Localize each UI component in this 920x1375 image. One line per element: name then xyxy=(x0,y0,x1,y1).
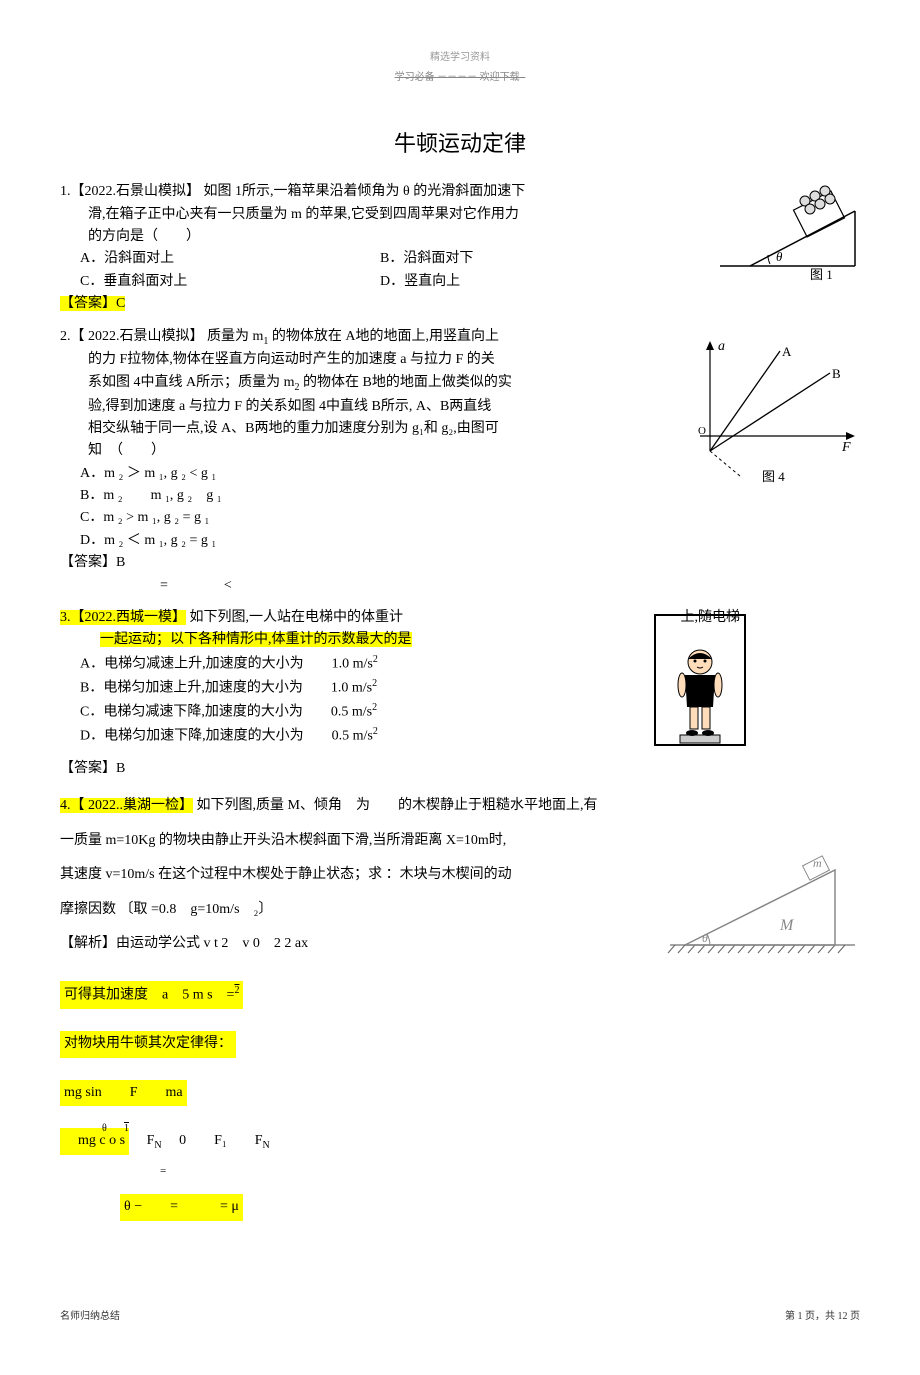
q1-theta: θ xyxy=(403,184,410,199)
q3-valA: 1.0 m/s xyxy=(332,656,373,671)
q3-expA: 2 xyxy=(373,654,378,665)
q3-valC: 0.5 m/s xyxy=(331,705,372,720)
svg-text:O: O xyxy=(698,425,706,437)
q2-t7: 验,得到加速度 xyxy=(88,399,176,414)
header-sub: 学习必备 －－－－ 欢迎下载 - xyxy=(60,70,860,86)
q1-t1: 如图 1所示,一箱苹果沿着倾角为 xyxy=(204,184,400,199)
svg-text:F: F xyxy=(841,440,851,455)
q1-num: 1.【2022.石景山模拟】 xyxy=(60,184,200,199)
q4-eq5eq: = xyxy=(160,1163,860,1181)
q2-extra: = < xyxy=(160,575,860,597)
q3-t3: 一起运动；以下各种情形中,体重计的示数最大的是 xyxy=(100,632,412,647)
svg-text:图 4: 图 4 xyxy=(762,469,785,484)
q2-num: 2.【 2022.石景山模拟】 xyxy=(60,329,204,344)
q4-t2: M、倾角 为 的木楔静止于粗糙水平地面上,有 xyxy=(288,798,598,813)
q3-optD: D．电梯匀加速下降,加速度的大小为 xyxy=(80,729,304,744)
q1-t5: 的方向是（ ） xyxy=(60,226,680,248)
q3-num: 3.【2022.西城一模】 xyxy=(60,610,186,625)
q2-optB: B．m ₂ m ₁, g ₂ g ₁ xyxy=(80,485,640,507)
figure-1: θ 图 1 xyxy=(710,181,860,289)
q2-sub1: 1 xyxy=(263,335,268,346)
q4-line2: 一质量 m=10Kg 的物块由静止开头沿木楔斜面下滑,当所滑距离 xyxy=(60,833,442,848)
footer-left: 名师归纳总结 xyxy=(60,1309,120,1325)
header-top: 精选学习资料 xyxy=(60,50,860,66)
q3-expC: 2 xyxy=(372,702,377,713)
q3-valD: 0.5 m/s xyxy=(332,729,373,744)
question-2: a F A B O 图 4 2.【 2022.石景山模拟】 质量为 m1 的物体… xyxy=(60,326,860,598)
q2-answer: 【答案】B xyxy=(60,552,860,574)
footer-right: 第 1 页，共 12 页 xyxy=(785,1309,860,1325)
q4-eq6: θ − = = μ xyxy=(120,1194,243,1220)
question-3: 3.【2022.西城一模】 如下列图,一人站在电梯中的体重计 上,随电梯 一起运… xyxy=(60,607,860,780)
q2-t1: 质量为 m xyxy=(207,329,263,344)
q1-optC: C．垂直斜面对上 xyxy=(80,271,380,293)
q1-answer: 【答案】C xyxy=(60,296,125,311)
svg-text:θ: θ xyxy=(776,249,783,264)
q1-optB: B．沿斜面对下 xyxy=(380,248,680,270)
figure-4: a F A B O 图 4 xyxy=(690,336,860,494)
q3-optC: C．电梯匀减速下降,加速度的大小为 xyxy=(80,705,303,720)
q2-g1g2: g₁和 g₂,由图可 xyxy=(412,421,499,436)
svg-text:图 1: 图 1 xyxy=(810,267,833,281)
q3-expB: 2 xyxy=(372,678,377,689)
q2-t2: 的物体放在 A地的地面上,用竖直向上 xyxy=(272,329,499,344)
q2-optC: C．m ₂ > m ₁, g ₂ = g ₁ xyxy=(80,507,640,529)
q4-eq2: 可得其加速度 a 5 m s =2 xyxy=(60,981,243,1009)
page-footer: 名师归纳总结 第 1 页，共 12 页 xyxy=(60,1309,860,1325)
q3-optA: A．电梯匀减速上升,加速度的大小为 xyxy=(80,656,304,671)
q4-num: 4.【 2022..巢湖一检】 xyxy=(60,798,193,813)
svg-text:A: A xyxy=(782,344,792,359)
q1-t4: 的苹果,它受到四周苹果对它作用力 xyxy=(305,207,519,222)
q2-t6: 的物体在 B地的地面上做类似的实 xyxy=(303,375,512,390)
q2-optA: A．m ₂ ＞ m ₁, g ₂ < g ₁ xyxy=(80,463,640,485)
q4-line4: 摩擦因数 〔取 xyxy=(60,902,148,917)
q1-t3: 滑,在箱子正中心夹有一只质量为 xyxy=(88,207,288,222)
q2-t10: A、B两地的重力加速度分别为 xyxy=(221,421,408,436)
question-1: θ 图 1 1.【2022.石景山模拟】 如图 1所示,一箱苹果沿着倾角为 θ … xyxy=(60,181,860,315)
figure-wedge: m M θ xyxy=(660,845,860,973)
figure-elevator xyxy=(640,607,760,765)
q4-eq5: mg c o s θ 1 xyxy=(60,1128,129,1154)
q4-line3b: ：木块与木楔间的动 xyxy=(386,867,512,882)
q4-eq1: v t 2 v 0 2 2 ax xyxy=(204,936,309,951)
q4-t1: 如下列图,质量 xyxy=(197,798,285,813)
page-title: 牛顿运动定律 xyxy=(60,126,860,161)
q2-t9: 相交纵轴于同一点,设 xyxy=(88,421,218,436)
svg-text:θ: θ xyxy=(702,931,708,945)
q4-sol: 【解析】由运动学公式 xyxy=(60,936,200,951)
q1-optA: A．沿斜面对上 xyxy=(80,248,380,270)
q2-t11: 知 （ ） xyxy=(60,440,640,462)
q4-eq5n2: N xyxy=(263,1140,270,1151)
svg-text:a: a xyxy=(718,339,725,354)
q2-t3: 的力 F拉物体,物体在竖直方向运动时产生的加速度 xyxy=(88,352,397,367)
q3-valB: 1.0 m/s xyxy=(331,681,372,696)
q4-eq5n: N xyxy=(154,1140,161,1151)
q4-x: X=10m时, xyxy=(446,833,506,848)
q1-mass: m xyxy=(291,207,302,222)
q4-eq3: 对物块用牛顿其次定律得： xyxy=(60,1031,236,1057)
q2-t4: a 与拉力 F 的关 xyxy=(400,352,495,367)
q4-eq5c: 0 F₁ F xyxy=(179,1133,262,1148)
q4-line3a: 其速度 v=10m/s 在这个过程中木楔处于静止状态；求 xyxy=(60,867,382,882)
q2-m2: m xyxy=(284,375,295,390)
svg-text:M: M xyxy=(779,917,795,934)
q3-optB: B．电梯匀加速上升,加速度的大小为 xyxy=(80,681,303,696)
svg-text:m: m xyxy=(813,856,822,870)
svg-text:B: B xyxy=(832,366,841,381)
q2-optD: D．m ₂ ＜ m ₁, g ₂ = g ₁ xyxy=(80,530,640,552)
q2-sub2: 2 xyxy=(295,382,300,393)
q3-t1: 如下列图,一人站在电梯中的体重计 xyxy=(190,610,404,625)
q1-optD: D．竖直向上 xyxy=(380,271,680,293)
q2-t5: 系如图 4中直线 A所示；质量为 xyxy=(88,375,280,390)
q3-expD: 2 xyxy=(373,726,378,737)
q2-t8: a 与拉力 F 的关系如图 4中直线 B所示, A、B两直线 xyxy=(179,399,491,414)
q1-t2: 的光滑斜面加速下 xyxy=(413,184,525,199)
q4-eq4: mg sin F ma xyxy=(60,1080,187,1106)
question-4: m M θ 4.【 2022..巢湖一检】 如下列图,质量 M、倾角 为 的木楔… xyxy=(60,795,860,1228)
q4-params: =0.8 g=10m/s ₂〕 xyxy=(151,902,272,917)
